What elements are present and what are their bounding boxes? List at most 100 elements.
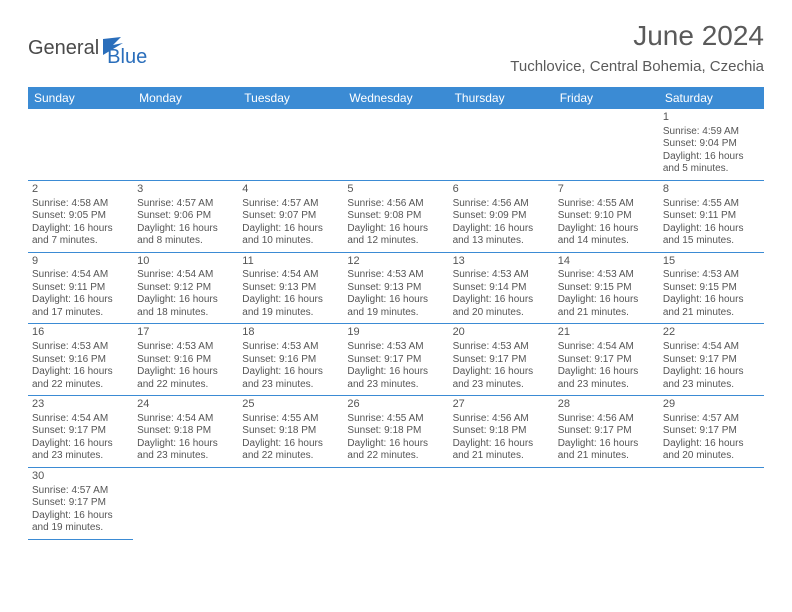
weekday-header: Sunday xyxy=(28,87,133,109)
daylight-text: and 19 minutes. xyxy=(32,522,129,535)
daylight-text: Daylight: 16 hours xyxy=(137,294,234,307)
daylight-text: Daylight: 16 hours xyxy=(453,366,550,379)
day-number: 28 xyxy=(558,398,655,412)
calendar-row: 9Sunrise: 4:54 AMSunset: 9:11 PMDaylight… xyxy=(28,252,764,324)
daylight-text: and 5 minutes. xyxy=(663,163,760,176)
day-cell: 7Sunrise: 4:55 AMSunset: 9:10 PMDaylight… xyxy=(554,180,659,252)
daylight-text: Daylight: 16 hours xyxy=(242,294,339,307)
calendar-table: Sunday Monday Tuesday Wednesday Thursday… xyxy=(28,87,764,540)
daylight-text: Daylight: 16 hours xyxy=(453,294,550,307)
sunrise-text: Sunrise: 4:58 AM xyxy=(32,198,129,211)
sunset-text: Sunset: 9:04 PM xyxy=(663,138,760,151)
day-cell: 14Sunrise: 4:53 AMSunset: 9:15 PMDayligh… xyxy=(554,252,659,324)
sunset-text: Sunset: 9:16 PM xyxy=(242,354,339,367)
empty-cell xyxy=(554,109,659,180)
sunset-text: Sunset: 9:07 PM xyxy=(242,210,339,223)
day-number: 11 xyxy=(242,255,339,269)
empty-cell xyxy=(133,109,238,180)
empty-cell xyxy=(343,109,448,180)
daylight-text: and 19 minutes. xyxy=(347,307,444,320)
sunset-text: Sunset: 9:09 PM xyxy=(453,210,550,223)
daylight-text: and 20 minutes. xyxy=(453,307,550,320)
day-cell: 24Sunrise: 4:54 AMSunset: 9:18 PMDayligh… xyxy=(133,396,238,468)
daylight-text: Daylight: 16 hours xyxy=(137,366,234,379)
day-cell: 30Sunrise: 4:57 AMSunset: 9:17 PMDayligh… xyxy=(28,467,133,539)
day-number: 15 xyxy=(663,255,760,269)
sunrise-text: Sunrise: 4:53 AM xyxy=(453,341,550,354)
empty-cell xyxy=(449,467,554,539)
sunrise-text: Sunrise: 4:56 AM xyxy=(347,198,444,211)
day-number: 12 xyxy=(347,255,444,269)
weekday-header-row: Sunday Monday Tuesday Wednesday Thursday… xyxy=(28,87,764,109)
daylight-text: and 22 minutes. xyxy=(242,450,339,463)
sunset-text: Sunset: 9:18 PM xyxy=(137,425,234,438)
day-number: 24 xyxy=(137,398,234,412)
sunset-text: Sunset: 9:12 PM xyxy=(137,282,234,295)
daylight-text: and 19 minutes. xyxy=(242,307,339,320)
sunrise-text: Sunrise: 4:54 AM xyxy=(32,269,129,282)
day-cell: 9Sunrise: 4:54 AMSunset: 9:11 PMDaylight… xyxy=(28,252,133,324)
sunrise-text: Sunrise: 4:54 AM xyxy=(137,413,234,426)
sunrise-text: Sunrise: 4:53 AM xyxy=(347,341,444,354)
logo: General Blue xyxy=(28,28,147,69)
sunset-text: Sunset: 9:17 PM xyxy=(32,425,129,438)
logo-text-blue: Blue xyxy=(107,46,147,69)
daylight-text: and 21 minutes. xyxy=(663,307,760,320)
day-number: 21 xyxy=(558,326,655,340)
sunrise-text: Sunrise: 4:53 AM xyxy=(558,269,655,282)
day-number: 4 xyxy=(242,183,339,197)
sunset-text: Sunset: 9:14 PM xyxy=(453,282,550,295)
daylight-text: Daylight: 16 hours xyxy=(663,151,760,164)
calendar-row: 16Sunrise: 4:53 AMSunset: 9:16 PMDayligh… xyxy=(28,324,764,396)
daylight-text: and 7 minutes. xyxy=(32,235,129,248)
sunrise-text: Sunrise: 4:54 AM xyxy=(558,341,655,354)
sunrise-text: Sunrise: 4:55 AM xyxy=(242,413,339,426)
day-cell: 8Sunrise: 4:55 AMSunset: 9:11 PMDaylight… xyxy=(659,180,764,252)
sunset-text: Sunset: 9:08 PM xyxy=(347,210,444,223)
sunrise-text: Sunrise: 4:57 AM xyxy=(242,198,339,211)
daylight-text: Daylight: 16 hours xyxy=(663,223,760,236)
weekday-header: Wednesday xyxy=(343,87,448,109)
sunrise-text: Sunrise: 4:57 AM xyxy=(663,413,760,426)
day-cell: 26Sunrise: 4:55 AMSunset: 9:18 PMDayligh… xyxy=(343,396,448,468)
daylight-text: and 21 minutes. xyxy=(558,450,655,463)
daylight-text: Daylight: 16 hours xyxy=(32,223,129,236)
day-number: 25 xyxy=(242,398,339,412)
daylight-text: and 23 minutes. xyxy=(242,379,339,392)
daylight-text: Daylight: 16 hours xyxy=(663,438,760,451)
day-cell: 29Sunrise: 4:57 AMSunset: 9:17 PMDayligh… xyxy=(659,396,764,468)
day-number: 26 xyxy=(347,398,444,412)
daylight-text: Daylight: 16 hours xyxy=(32,366,129,379)
day-number: 6 xyxy=(453,183,550,197)
daylight-text: and 13 minutes. xyxy=(453,235,550,248)
day-cell: 11Sunrise: 4:54 AMSunset: 9:13 PMDayligh… xyxy=(238,252,343,324)
sunset-text: Sunset: 9:18 PM xyxy=(347,425,444,438)
daylight-text: and 23 minutes. xyxy=(347,379,444,392)
daylight-text: Daylight: 16 hours xyxy=(347,438,444,451)
day-number: 7 xyxy=(558,183,655,197)
daylight-text: Daylight: 16 hours xyxy=(558,223,655,236)
daylight-text: and 12 minutes. xyxy=(347,235,444,248)
daylight-text: Daylight: 16 hours xyxy=(32,294,129,307)
day-number: 22 xyxy=(663,326,760,340)
sunrise-text: Sunrise: 4:56 AM xyxy=(453,198,550,211)
location-text: Tuchlovice, Central Bohemia, Czechia xyxy=(510,58,764,75)
day-number: 29 xyxy=(663,398,760,412)
sunset-text: Sunset: 9:17 PM xyxy=(347,354,444,367)
daylight-text: Daylight: 16 hours xyxy=(558,438,655,451)
day-cell: 27Sunrise: 4:56 AMSunset: 9:18 PMDayligh… xyxy=(449,396,554,468)
day-number: 2 xyxy=(32,183,129,197)
day-cell: 28Sunrise: 4:56 AMSunset: 9:17 PMDayligh… xyxy=(554,396,659,468)
day-cell: 21Sunrise: 4:54 AMSunset: 9:17 PMDayligh… xyxy=(554,324,659,396)
day-number: 8 xyxy=(663,183,760,197)
daylight-text: and 21 minutes. xyxy=(453,450,550,463)
sunset-text: Sunset: 9:13 PM xyxy=(347,282,444,295)
day-number: 23 xyxy=(32,398,129,412)
day-number: 30 xyxy=(32,470,129,484)
day-number: 20 xyxy=(453,326,550,340)
sunrise-text: Sunrise: 4:53 AM xyxy=(242,341,339,354)
day-number: 10 xyxy=(137,255,234,269)
sunrise-text: Sunrise: 4:54 AM xyxy=(32,413,129,426)
daylight-text: Daylight: 16 hours xyxy=(558,366,655,379)
weekday-header: Thursday xyxy=(449,87,554,109)
